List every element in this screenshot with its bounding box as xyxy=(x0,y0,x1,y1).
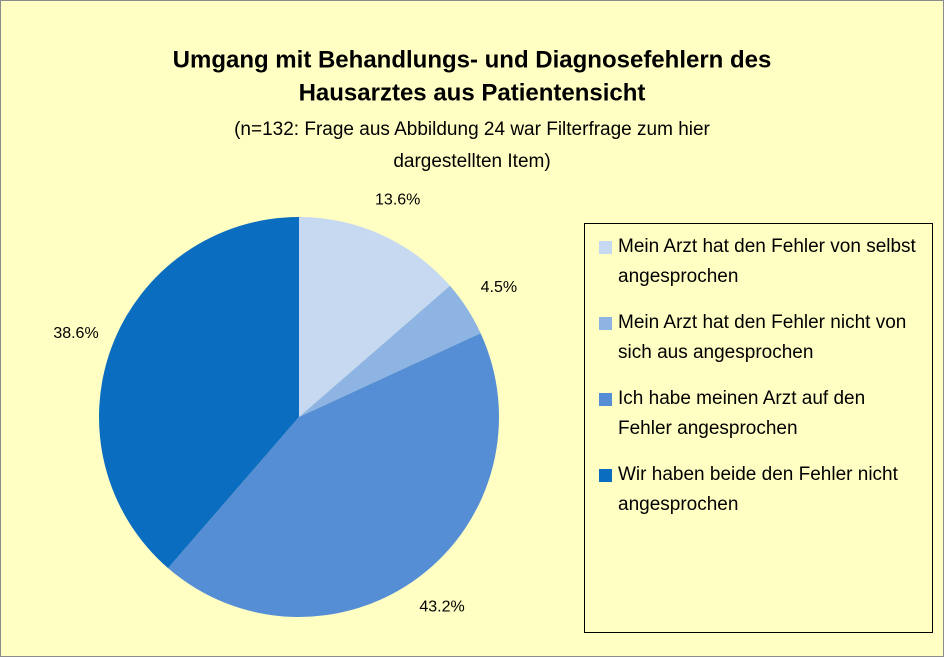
legend-item: Mein Arzt hat den Fehler nicht von sich … xyxy=(599,308,922,368)
pie-slice xyxy=(299,285,481,417)
legend-label: Mein Arzt hat den Fehler von selbst ange… xyxy=(618,236,916,287)
data-label: 4.5% xyxy=(481,279,517,296)
legend-swatch xyxy=(599,393,612,406)
chart-title: Umgang mit Behandlungs- und Diagnosefehl… xyxy=(173,46,772,73)
data-label: 13.6% xyxy=(375,192,420,209)
chart-subtitle: dargestellten Item) xyxy=(393,151,550,172)
pie-slice xyxy=(168,333,500,617)
legend-item: Ich habe meinen Arzt auf den Fehler ange… xyxy=(599,384,922,444)
chart-title: Hausarztes aus Patientensicht xyxy=(299,79,646,106)
legend-swatch xyxy=(599,469,612,482)
chart-subtitle: (n=132: Frage aus Abbildung 24 war Filte… xyxy=(234,119,710,140)
legend-label: Ich habe meinen Arzt auf den Fehler ange… xyxy=(618,388,866,439)
pie-slice xyxy=(99,216,300,569)
legend-swatch xyxy=(599,317,612,330)
data-label: 38.6% xyxy=(53,325,98,342)
pie-slice xyxy=(299,217,450,417)
legend-swatch xyxy=(599,241,612,254)
legend-item: Mein Arzt hat den Fehler von selbst ange… xyxy=(599,232,922,292)
legend-item: Wir haben beide den Fehler nicht angespr… xyxy=(599,460,922,520)
data-label: 43.2% xyxy=(419,598,464,615)
legend-label: Wir haben beide den Fehler nicht angespr… xyxy=(618,464,898,515)
legend-label: Mein Arzt hat den Fehler nicht von sich … xyxy=(618,312,907,363)
legend: Mein Arzt hat den Fehler von selbst ange… xyxy=(584,223,933,633)
